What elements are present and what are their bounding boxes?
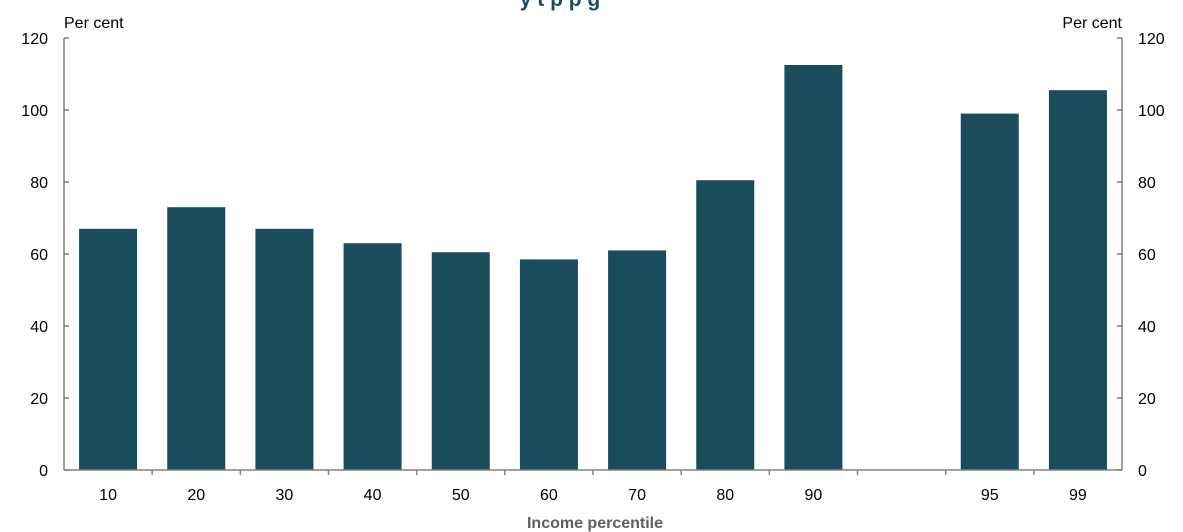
x-tick-label: 90 (805, 487, 823, 504)
left-tick-label: 120 (21, 31, 48, 48)
right-tick-label: 80 (1138, 175, 1156, 192)
x-tick-label: 20 (187, 487, 205, 504)
left-tick-label: 20 (30, 391, 48, 408)
right-y-axis-ticks: 0 20 40 60 80 100 120 (1138, 31, 1165, 480)
bar-70 (608, 250, 667, 470)
right-tick-label: 20 (1138, 391, 1156, 408)
right-tick-label: 40 (1138, 319, 1156, 336)
bar-30 (255, 228, 314, 470)
x-tick-label: 80 (716, 487, 734, 504)
right-unit-label: Per cent (1062, 15, 1122, 32)
bar-80 (696, 180, 755, 470)
bar-99 (1048, 90, 1107, 470)
bar-10 (79, 228, 138, 470)
right-tick-label: 120 (1138, 31, 1165, 48)
x-axis-title: Income percentile (527, 515, 663, 532)
x-tick-label: 70 (628, 487, 646, 504)
left-tick-label: 60 (30, 247, 48, 264)
left-unit-label: Per cent (64, 15, 124, 32)
right-tick-label: 0 (1138, 463, 1147, 480)
chart-title: y t p p g (520, 0, 601, 11)
x-tick-label: 95 (981, 487, 999, 504)
x-tick-label: 60 (540, 487, 558, 504)
left-tick-label: 80 (30, 175, 48, 192)
bar-series (79, 65, 1107, 470)
x-axis-tick-labels: 10 20 30 40 50 60 70 80 90 95 99 (99, 487, 1087, 504)
x-tick-label: 10 (99, 487, 117, 504)
bar-40 (343, 243, 402, 470)
bar-60 (519, 259, 578, 470)
left-tick-label: 40 (30, 319, 48, 336)
right-tick-label: 60 (1138, 247, 1156, 264)
bar-50 (431, 252, 490, 470)
left-tick-label: 0 (39, 463, 48, 480)
x-tick-label: 30 (276, 487, 294, 504)
right-tick-label: 100 (1138, 103, 1165, 120)
x-tick-label: 99 (1069, 487, 1087, 504)
left-y-axis-ticks: 0 20 40 60 80 100 120 (21, 31, 48, 480)
bar-95 (960, 113, 1019, 470)
x-tick-label: 40 (364, 487, 382, 504)
axes (63, 37, 1123, 475)
bar-90 (784, 65, 843, 470)
bar-20 (167, 207, 226, 470)
left-tick-label: 100 (21, 103, 48, 120)
x-tick-label: 50 (452, 487, 470, 504)
